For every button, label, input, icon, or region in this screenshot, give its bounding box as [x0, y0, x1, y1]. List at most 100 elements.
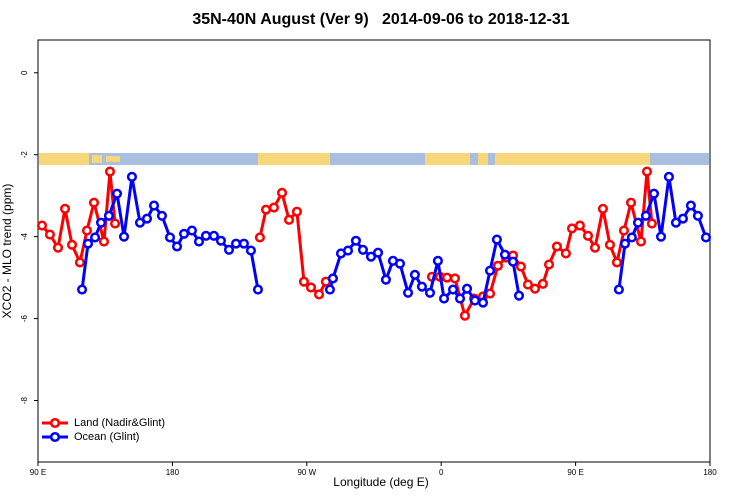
data-point — [95, 217, 107, 228]
data-point — [230, 238, 242, 249]
data-point — [252, 284, 264, 295]
x-tick-label: 90 E — [30, 468, 46, 477]
data-point — [640, 210, 651, 221]
data-point — [81, 225, 93, 236]
data-point — [447, 284, 459, 295]
data-point — [110, 218, 121, 229]
data-point — [268, 202, 279, 213]
data-point — [164, 232, 176, 243]
data-point — [582, 230, 594, 241]
data-point — [700, 232, 712, 243]
y-tick-label: -8 — [20, 396, 29, 404]
data-point — [74, 257, 86, 268]
data-point — [416, 281, 427, 292]
y-tick-label: 0 — [20, 70, 29, 75]
data-point — [324, 284, 335, 295]
data-point — [469, 295, 480, 306]
data-point — [260, 204, 272, 215]
data-point — [77, 284, 88, 295]
data-point — [537, 278, 548, 289]
data-point — [424, 287, 436, 298]
data-point — [313, 289, 325, 300]
data-point — [44, 229, 55, 240]
data-point — [432, 255, 443, 266]
data-point — [134, 217, 146, 228]
data-point — [597, 203, 608, 214]
data-point — [484, 265, 496, 276]
data-point — [103, 210, 114, 221]
chart-title: 35N-40N August (Ver 9) 2014-09-06 to 201… — [192, 11, 569, 28]
data-point — [52, 242, 64, 253]
data-point — [36, 220, 48, 231]
data-point — [118, 231, 130, 242]
data-point — [409, 269, 420, 280]
data-point — [350, 235, 361, 246]
data-point — [380, 274, 391, 285]
data-point — [648, 188, 660, 199]
data-point — [402, 287, 414, 298]
data-point — [574, 220, 585, 231]
data-point — [625, 197, 637, 208]
data-point — [566, 223, 578, 234]
x-tick-label: 90 E — [567, 468, 583, 477]
data-point — [126, 171, 137, 182]
data-point — [357, 244, 368, 255]
data-point — [223, 244, 235, 255]
data-point — [178, 228, 190, 239]
data-point — [507, 256, 519, 267]
y-tick-label: -6 — [20, 315, 29, 323]
data-point — [477, 297, 489, 308]
data-point — [635, 236, 647, 247]
data-point — [141, 213, 153, 224]
data-point — [186, 225, 198, 236]
data-point — [441, 272, 453, 283]
data-point — [245, 245, 256, 256]
data-point — [208, 230, 219, 241]
data-point — [626, 232, 637, 243]
data-point — [98, 236, 110, 247]
legend-label: Land (Nadir&Glint) — [74, 417, 165, 429]
data-point — [692, 210, 703, 221]
legend-marker — [49, 431, 61, 443]
data-point — [513, 290, 525, 301]
data-point — [365, 251, 377, 262]
data-point — [613, 284, 624, 295]
data-point — [499, 249, 511, 260]
data-point — [327, 273, 338, 284]
data-point — [492, 260, 503, 271]
data-point — [193, 236, 205, 247]
x-tick-label: 180 — [703, 468, 717, 477]
data-point — [200, 230, 212, 241]
data-point — [148, 200, 160, 211]
data-point — [88, 197, 100, 208]
data-point — [589, 242, 601, 253]
data-point — [276, 187, 288, 198]
data-point — [238, 238, 249, 249]
data-point — [670, 217, 682, 228]
data-point — [449, 273, 460, 284]
x-axis-label: Longitude (deg E) — [333, 475, 428, 489]
data-point — [491, 234, 502, 245]
data-point — [685, 200, 696, 211]
data-point — [641, 166, 653, 177]
data-point — [632, 217, 644, 228]
data-point — [677, 213, 689, 224]
data-point — [604, 239, 615, 250]
data-point — [215, 235, 226, 246]
data-point — [529, 283, 541, 294]
data-point — [66, 239, 78, 250]
data-point — [438, 293, 450, 304]
land-strip — [39, 153, 709, 165]
data-point — [619, 238, 631, 249]
y-tick-label: -4 — [20, 233, 29, 241]
data-point — [156, 210, 167, 221]
data-point — [459, 310, 470, 321]
data-point — [291, 206, 302, 217]
x-tick-label: 180 — [166, 468, 180, 477]
data-point — [454, 293, 466, 304]
data-point — [663, 171, 674, 182]
data-point — [522, 279, 534, 290]
data-point — [59, 203, 71, 214]
y-tick-label: -2 — [20, 151, 29, 159]
data-point — [89, 232, 101, 243]
